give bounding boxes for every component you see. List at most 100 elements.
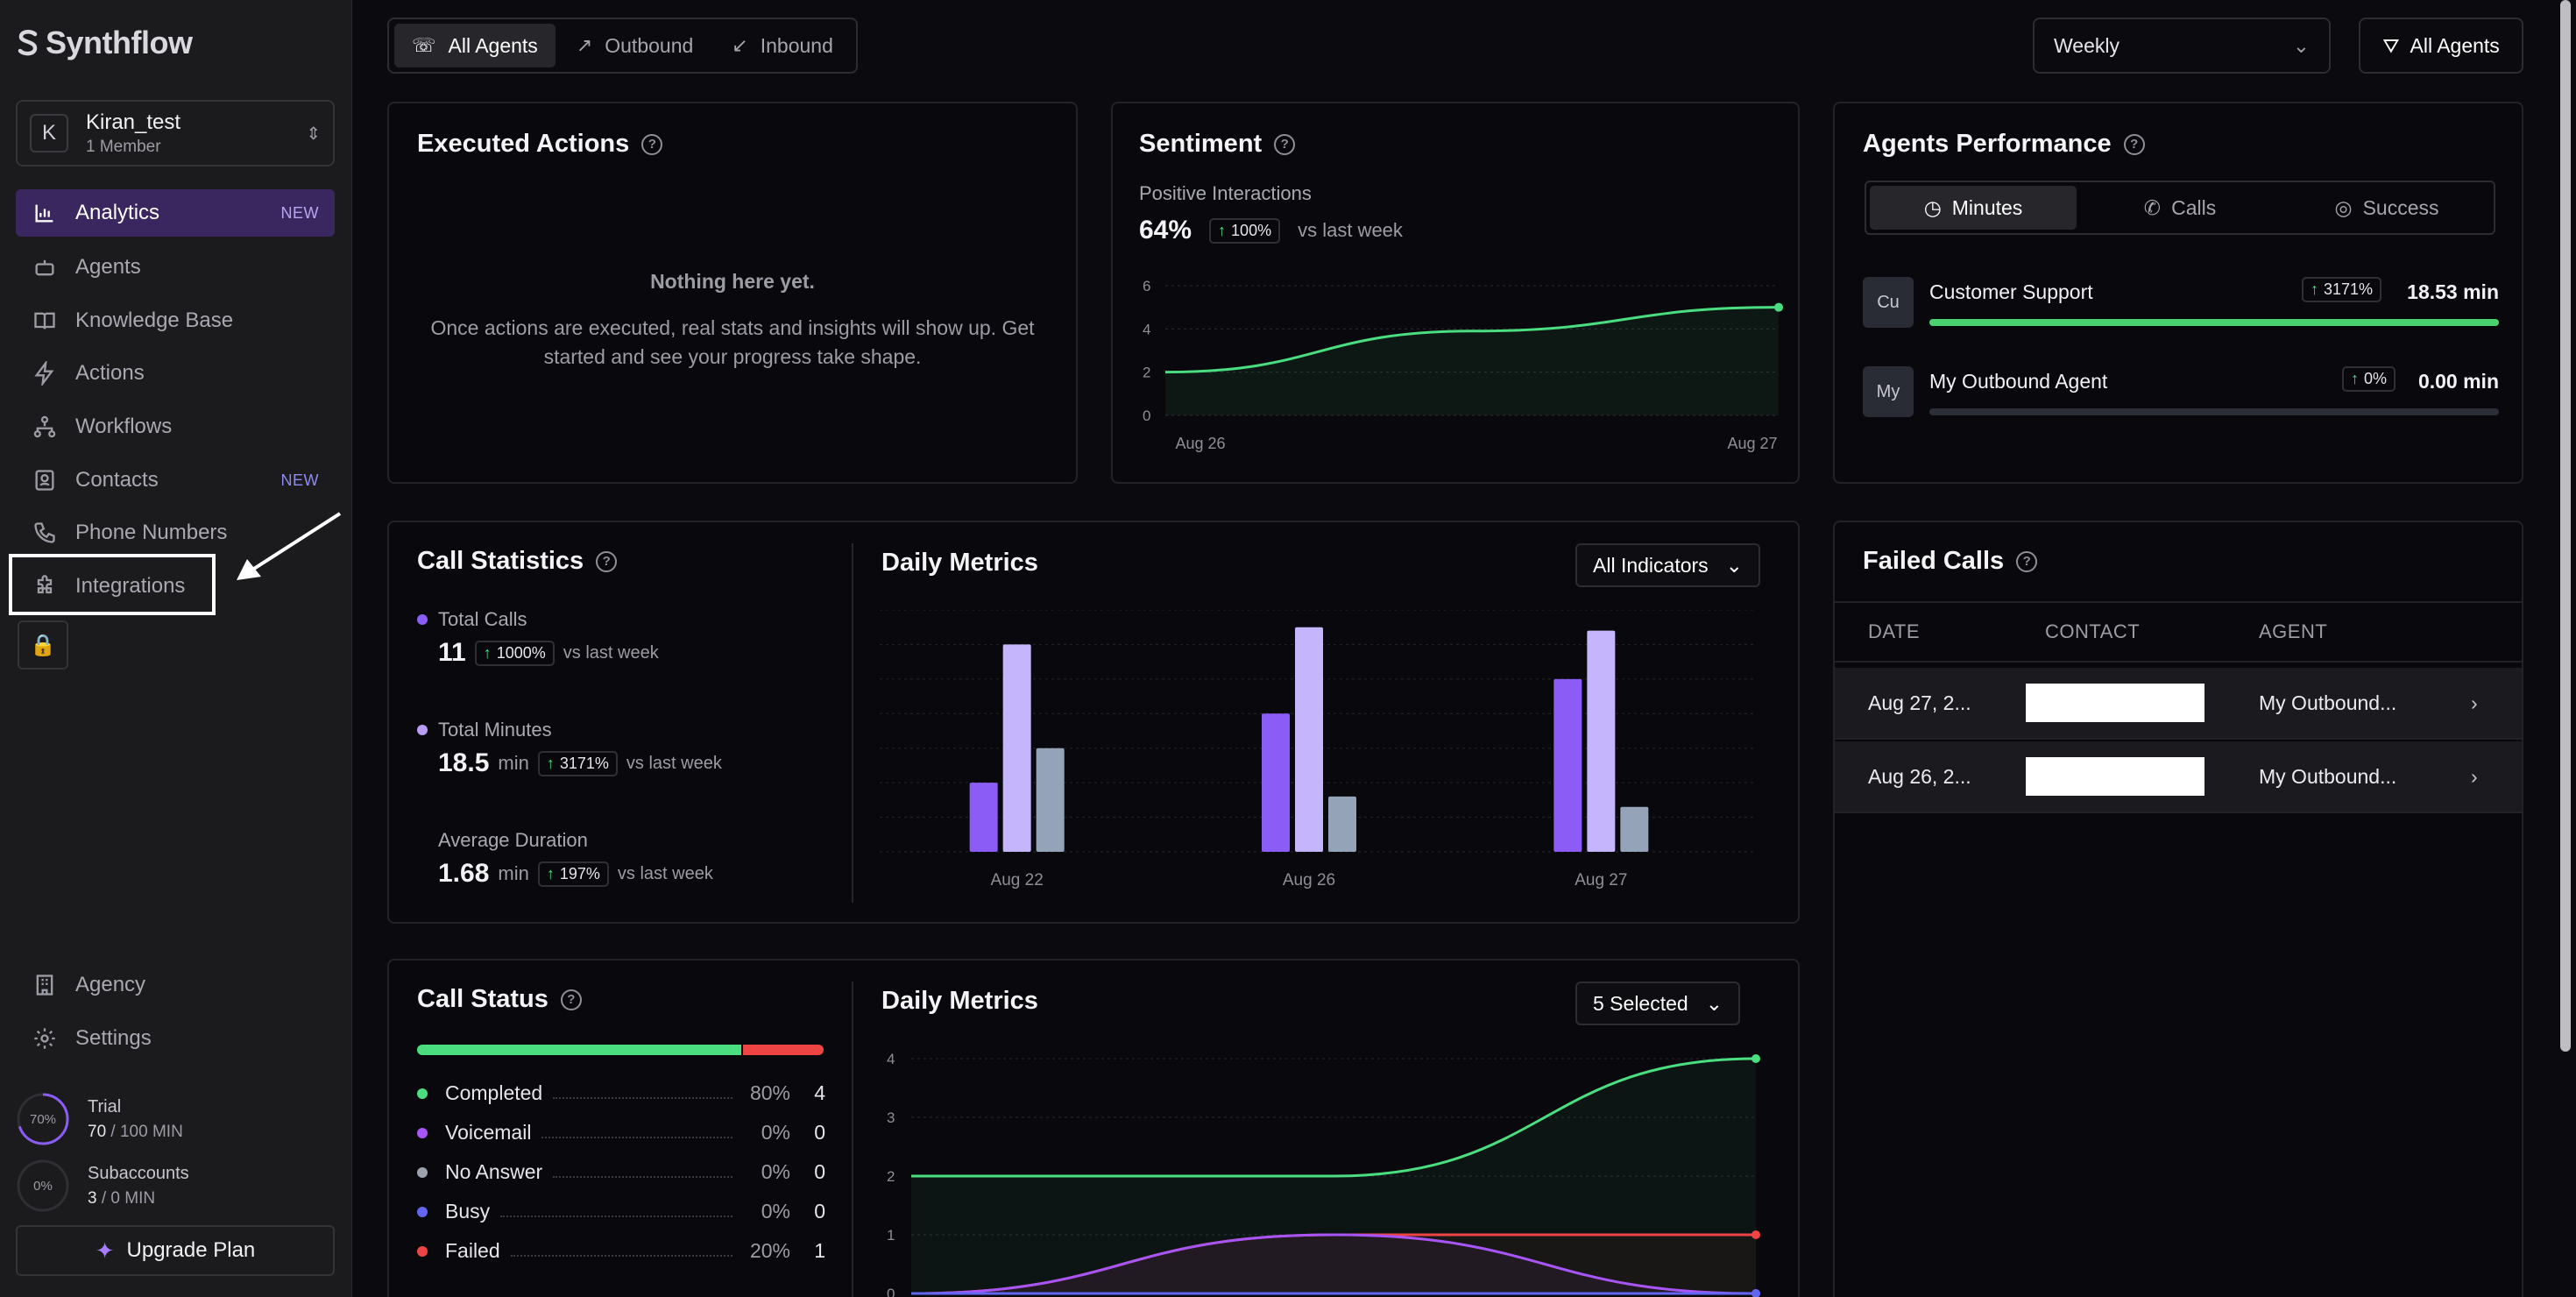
- sidebar-item-workflows[interactable]: Workflows: [16, 403, 335, 450]
- table-row[interactable]: Aug 27, 2... My Outbound... ›: [1835, 668, 2522, 740]
- status-selection-dropdown[interactable]: 5 Selected ⌄: [1575, 982, 1740, 1025]
- sidebar-item-label: Contacts: [75, 468, 159, 492]
- tab-label: Inbound: [760, 33, 833, 57]
- agents-filter-button[interactable]: ⛛ All Agents: [2359, 18, 2523, 74]
- chevron-right-icon[interactable]: ›: [2471, 764, 2478, 788]
- y-tick-label: 2: [1143, 365, 1150, 381]
- indicators-dropdown[interactable]: All Indicators ⌄: [1575, 543, 1760, 587]
- workspace-name: Kiran_test: [86, 110, 181, 134]
- workspace-switcher[interactable]: K Kiran_test 1 Member ⇕: [16, 100, 335, 167]
- series-line: [1164, 306, 1780, 374]
- book-icon: [32, 308, 58, 334]
- scrollbar[interactable]: [2560, 0, 2571, 1052]
- upgrade-plan-button[interactable]: ✦ Upgrade Plan: [16, 1225, 335, 1276]
- arrow-up-icon: ↑: [483, 643, 492, 662]
- help-icon[interactable]: ?: [2016, 550, 2038, 572]
- sidebar-item-label: Knowledge Base: [75, 308, 234, 332]
- daily-metrics-title: Daily Metrics: [881, 549, 1038, 577]
- chevron-down-icon: ⌄: [2292, 33, 2310, 57]
- status-row-voicemail: Voicemail 0% 0: [417, 1121, 825, 1145]
- table-row[interactable]: Aug 26, 2... My Outbound... ›: [1835, 741, 2522, 813]
- status-bar-segment: [417, 1045, 741, 1055]
- status-row-busy: Busy 0% 0: [417, 1200, 825, 1223]
- tab-outbound[interactable]: ↗ Outbound: [559, 24, 711, 67]
- sidebar-item-settings[interactable]: Settings: [16, 1015, 335, 1062]
- y-tick-label: 4: [887, 1051, 895, 1067]
- status-row-completed: Completed 80% 4: [417, 1081, 825, 1105]
- legend-dot: [417, 614, 428, 625]
- status-pct: 20%: [749, 1239, 790, 1262]
- sidebar-item-contacts[interactable]: Contacts NEW: [16, 457, 335, 504]
- locked-item-button[interactable]: 🔒: [18, 620, 68, 670]
- x-tick-label: Aug 22: [991, 871, 1044, 889]
- trial-usage: 70% Trial 70 / 100 MIN: [16, 1092, 183, 1146]
- chevron-right-icon[interactable]: ›: [2471, 691, 2478, 714]
- column-header-date[interactable]: DATE: [1868, 620, 1921, 642]
- sidebar-item-integrations[interactable]: Integrations: [16, 563, 335, 610]
- subaccounts-usage: 0% Subaccounts 3 / 0 MIN: [16, 1159, 189, 1213]
- help-icon[interactable]: ?: [596, 550, 618, 572]
- sidebar-item-knowledge-base[interactable]: Knowledge Base: [16, 297, 335, 344]
- lock-icon: 🔒: [30, 633, 56, 657]
- area-fill: [911, 1235, 1756, 1293]
- executed-actions-card: Executed Actions ? Nothing here yet. Onc…: [387, 102, 1078, 484]
- svg-text:70%: 70%: [30, 1112, 56, 1127]
- puzzle-icon: [32, 573, 58, 599]
- sidebar-item-label: Integrations: [75, 574, 186, 598]
- column-header-agent[interactable]: AGENT: [2259, 620, 2328, 642]
- y-tick-label: 3: [887, 1109, 895, 1126]
- sparkle-icon: ✦: [95, 1237, 115, 1264]
- sidebar-item-agents[interactable]: Agents: [16, 244, 335, 291]
- help-icon[interactable]: ?: [641, 133, 663, 155]
- agent-minutes: 0.00 min: [2417, 370, 2499, 393]
- column-header-contact[interactable]: CONTACT: [2045, 620, 2141, 642]
- sidebar-item-phone-numbers[interactable]: Phone Numbers: [16, 509, 335, 556]
- status-distribution-bar: [417, 1045, 824, 1055]
- compare-label: vs last week: [563, 642, 659, 663]
- sidebar-item-analytics[interactable]: Analytics NEW: [16, 189, 335, 237]
- agent-performance-row[interactable]: My My Outbound Agent ↑ 0% 0.00 min: [1863, 366, 2499, 419]
- tab-success[interactable]: ◎ Success: [2283, 186, 2490, 230]
- tab-inbound[interactable]: ↙ Inbound: [714, 24, 851, 67]
- period-select[interactable]: Weekly ⌄: [2033, 18, 2331, 74]
- new-badge: NEW: [280, 471, 319, 489]
- change-chip: ↑ 3171%: [2301, 277, 2381, 302]
- cell-agent: My Outbound...: [2259, 691, 2397, 714]
- arrow-up-icon: ↑: [1218, 221, 1227, 239]
- help-icon[interactable]: ?: [560, 989, 582, 1010]
- agent-avatar: Cu: [1863, 277, 1914, 328]
- area-fill: [911, 1235, 1756, 1293]
- series-line: [910, 1233, 1757, 1295]
- card-title: Call Status: [417, 985, 548, 1013]
- agent-performance-row[interactable]: Cu Customer Support ↑ 3171% 18.53 min: [1863, 277, 2499, 330]
- change-chip: ↑ 3171%: [537, 750, 618, 776]
- phone-icon: [32, 520, 58, 546]
- help-icon[interactable]: ?: [2123, 133, 2145, 155]
- legend-dot: [417, 1206, 428, 1217]
- agent-progress-bar: [1929, 408, 2499, 415]
- status-count: 1: [814, 1239, 825, 1262]
- tab-minutes[interactable]: ◷ Minutes: [1870, 186, 2077, 230]
- subaccounts-label: Subaccounts: [88, 1163, 189, 1183]
- tab-all-agents[interactable]: ☏ All Agents: [394, 24, 556, 67]
- agents-performance-card: Agents Performance ? ◷ Minutes ✆ Calls ◎ Su…: [1833, 102, 2523, 484]
- sidebar-item-agency[interactable]: Agency: [16, 961, 335, 1009]
- status-pct: 0%: [761, 1160, 790, 1183]
- subaccounts-minutes: 3 / 0 MIN: [88, 1188, 156, 1208]
- divider: [852, 543, 853, 903]
- new-badge: NEW: [280, 203, 319, 222]
- bar-chart-icon: [32, 200, 58, 226]
- sentiment-value: 64%: [1139, 216, 1192, 245]
- bar: [1036, 748, 1065, 852]
- trial-progress-ring: 70%: [17, 1093, 69, 1145]
- tab-calls[interactable]: ✆ Calls: [2077, 186, 2283, 230]
- sidebar-item-actions[interactable]: Actions: [16, 350, 335, 397]
- y-tick-label: 6: [1143, 278, 1150, 294]
- filter-icon: ⛛: [2382, 33, 2400, 57]
- agent-avatar: My: [1863, 366, 1914, 417]
- dropdown-value: All Indicators: [1593, 553, 1709, 577]
- bar: [969, 783, 998, 852]
- help-icon[interactable]: ?: [1274, 133, 1296, 155]
- compare-label: vs last week: [617, 863, 713, 883]
- brand-logo[interactable]: Synthflow: [16, 25, 193, 61]
